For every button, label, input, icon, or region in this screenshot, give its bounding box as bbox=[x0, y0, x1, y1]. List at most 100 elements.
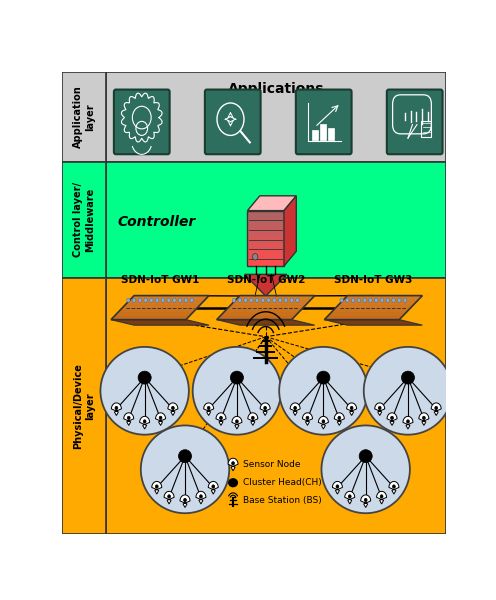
Polygon shape bbox=[374, 403, 385, 416]
Polygon shape bbox=[344, 297, 421, 299]
Polygon shape bbox=[338, 303, 415, 305]
Circle shape bbox=[423, 416, 425, 419]
Polygon shape bbox=[324, 320, 423, 325]
Polygon shape bbox=[180, 495, 190, 508]
Circle shape bbox=[143, 420, 146, 423]
Circle shape bbox=[212, 485, 215, 488]
Polygon shape bbox=[324, 317, 401, 320]
Polygon shape bbox=[112, 403, 122, 416]
Ellipse shape bbox=[141, 425, 229, 513]
Polygon shape bbox=[235, 298, 311, 301]
Text: SDN-IoT GW1: SDN-IoT GW1 bbox=[121, 275, 199, 286]
Circle shape bbox=[261, 298, 264, 302]
Circle shape bbox=[290, 298, 294, 302]
Ellipse shape bbox=[179, 449, 191, 463]
Bar bbox=[248, 257, 284, 260]
Polygon shape bbox=[284, 196, 296, 266]
Circle shape bbox=[273, 298, 276, 302]
Circle shape bbox=[294, 406, 297, 410]
Polygon shape bbox=[318, 416, 328, 429]
Polygon shape bbox=[361, 495, 371, 508]
Polygon shape bbox=[119, 310, 195, 311]
Polygon shape bbox=[164, 491, 174, 504]
Circle shape bbox=[380, 298, 384, 302]
Ellipse shape bbox=[228, 478, 238, 487]
Polygon shape bbox=[238, 295, 315, 297]
Polygon shape bbox=[111, 320, 209, 325]
Polygon shape bbox=[334, 308, 410, 310]
Polygon shape bbox=[376, 491, 386, 504]
Bar bbox=[248, 235, 284, 238]
Polygon shape bbox=[327, 314, 404, 316]
Polygon shape bbox=[337, 305, 413, 307]
Polygon shape bbox=[389, 481, 399, 494]
Text: SDN-IoT GW3: SDN-IoT GW3 bbox=[334, 275, 413, 286]
Polygon shape bbox=[114, 314, 190, 316]
Circle shape bbox=[232, 461, 235, 465]
Polygon shape bbox=[345, 491, 355, 504]
Polygon shape bbox=[217, 317, 293, 320]
Ellipse shape bbox=[230, 371, 244, 384]
Polygon shape bbox=[303, 413, 312, 425]
Circle shape bbox=[144, 298, 147, 302]
Bar bbox=[248, 241, 284, 244]
Bar bbox=[248, 224, 284, 227]
Polygon shape bbox=[334, 413, 344, 425]
Circle shape bbox=[138, 298, 141, 302]
Circle shape bbox=[378, 406, 381, 410]
Polygon shape bbox=[120, 308, 197, 310]
Polygon shape bbox=[346, 295, 423, 297]
Polygon shape bbox=[224, 310, 301, 311]
Polygon shape bbox=[330, 311, 407, 313]
Polygon shape bbox=[329, 313, 405, 315]
Circle shape bbox=[238, 298, 242, 302]
Polygon shape bbox=[431, 403, 441, 416]
Circle shape bbox=[251, 416, 254, 419]
Polygon shape bbox=[129, 298, 206, 301]
Circle shape bbox=[284, 298, 288, 302]
Polygon shape bbox=[387, 413, 397, 425]
Circle shape bbox=[232, 298, 236, 302]
Polygon shape bbox=[226, 308, 303, 310]
Polygon shape bbox=[122, 307, 198, 308]
Bar bbox=[248, 213, 284, 216]
Text: Physical/Device
layer: Physical/Device layer bbox=[73, 363, 95, 449]
Bar bbox=[248, 221, 284, 224]
Circle shape bbox=[352, 298, 355, 302]
Ellipse shape bbox=[401, 371, 415, 384]
Circle shape bbox=[150, 298, 153, 302]
Bar bbox=[328, 128, 334, 140]
Circle shape bbox=[184, 499, 186, 502]
Ellipse shape bbox=[193, 347, 281, 434]
Circle shape bbox=[220, 416, 222, 419]
Polygon shape bbox=[128, 300, 204, 302]
Bar bbox=[248, 260, 284, 263]
Polygon shape bbox=[248, 196, 296, 211]
Ellipse shape bbox=[279, 347, 368, 434]
Polygon shape bbox=[340, 302, 416, 304]
Bar bbox=[248, 210, 284, 214]
Circle shape bbox=[374, 298, 378, 302]
Circle shape bbox=[336, 485, 339, 488]
Polygon shape bbox=[290, 403, 300, 416]
Polygon shape bbox=[126, 302, 203, 304]
Circle shape bbox=[296, 298, 299, 302]
Polygon shape bbox=[124, 413, 134, 425]
Bar bbox=[248, 263, 284, 266]
Polygon shape bbox=[231, 303, 307, 305]
Ellipse shape bbox=[138, 371, 151, 384]
Circle shape bbox=[380, 495, 383, 498]
Polygon shape bbox=[343, 298, 419, 301]
Bar bbox=[248, 246, 284, 250]
Polygon shape bbox=[245, 274, 287, 296]
Polygon shape bbox=[113, 316, 189, 318]
Polygon shape bbox=[403, 416, 413, 429]
Text: Cluster Head(CH): Cluster Head(CH) bbox=[243, 478, 321, 487]
Polygon shape bbox=[168, 403, 178, 416]
Circle shape bbox=[264, 406, 266, 410]
Polygon shape bbox=[216, 413, 226, 425]
Text: SDN-IoT GW2: SDN-IoT GW2 bbox=[227, 275, 305, 286]
Circle shape bbox=[161, 298, 165, 302]
Polygon shape bbox=[232, 302, 309, 304]
Bar bbox=[248, 238, 284, 241]
